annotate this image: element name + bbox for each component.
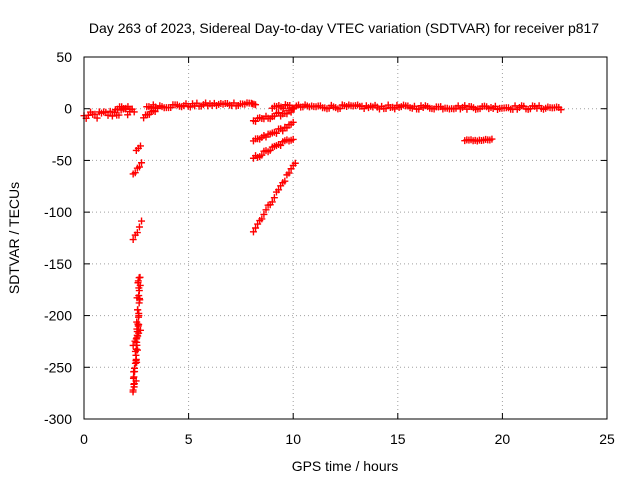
y-tick-label: -50 [52,152,72,168]
data-point [391,105,399,113]
data-point [133,328,141,336]
data-point [130,364,138,372]
data-marks [80,99,565,396]
grid [84,57,607,419]
data-point [336,105,344,113]
data-point [133,334,141,342]
data-point [289,118,297,126]
x-axis-title: GPS time / hours [292,458,399,474]
y-tick-label: -100 [44,204,72,220]
data-point [136,142,144,150]
data-point [134,277,142,285]
data-point [106,107,114,115]
data-point [557,106,565,114]
data-point [136,273,144,281]
y-tick-label: -150 [44,256,72,272]
data-point [128,105,136,113]
data-point [275,186,283,194]
data-point [135,163,143,171]
data-point [258,215,266,223]
data-point [252,101,260,109]
data-point [129,236,137,244]
y-tick-label: 50 [56,49,72,65]
data-point [279,127,287,135]
data-point [93,114,101,122]
data-point [262,206,270,214]
data-point [133,318,141,326]
x-tick-label: 15 [390,431,406,447]
y-tick-label: -200 [44,308,72,324]
data-point [291,159,299,167]
data-point [260,210,268,218]
data-point [133,229,141,237]
data-point [268,198,276,206]
data-point [252,224,260,232]
y-tick-label: -300 [44,411,72,427]
data-point [249,228,257,236]
y-axis-title: SDTVAR / TECUs [6,182,22,294]
chart-title: Day 263 of 2023, Sidereal Day-to-day VTE… [89,20,599,36]
data-point [488,135,496,143]
data-point [135,223,143,231]
data-point [272,129,280,137]
data-point [91,110,99,118]
data-point [136,326,144,334]
data-point [277,141,285,149]
data-point [115,111,123,119]
data-point [129,341,137,349]
data-point [285,169,293,177]
y-tick-label: 0 [64,101,72,117]
data-point [129,386,137,394]
plot-frame [83,56,608,420]
data-point [289,135,297,143]
data-point [270,194,278,202]
data-point [134,306,142,314]
x-tick-label: 0 [80,431,88,447]
data-point [283,110,291,118]
data-point [461,102,469,110]
x-tick-label: 25 [599,431,615,447]
data-point [258,151,266,159]
y-tick-label: -250 [44,359,72,375]
data-point [279,105,287,113]
data-point [281,177,289,185]
data-point [135,309,143,317]
data-point [131,169,139,177]
x-tick-label: 20 [495,431,511,447]
x-tick-label: 10 [285,431,301,447]
x-tick-label: 5 [185,431,193,447]
data-point [138,217,146,225]
data-point [138,159,146,167]
